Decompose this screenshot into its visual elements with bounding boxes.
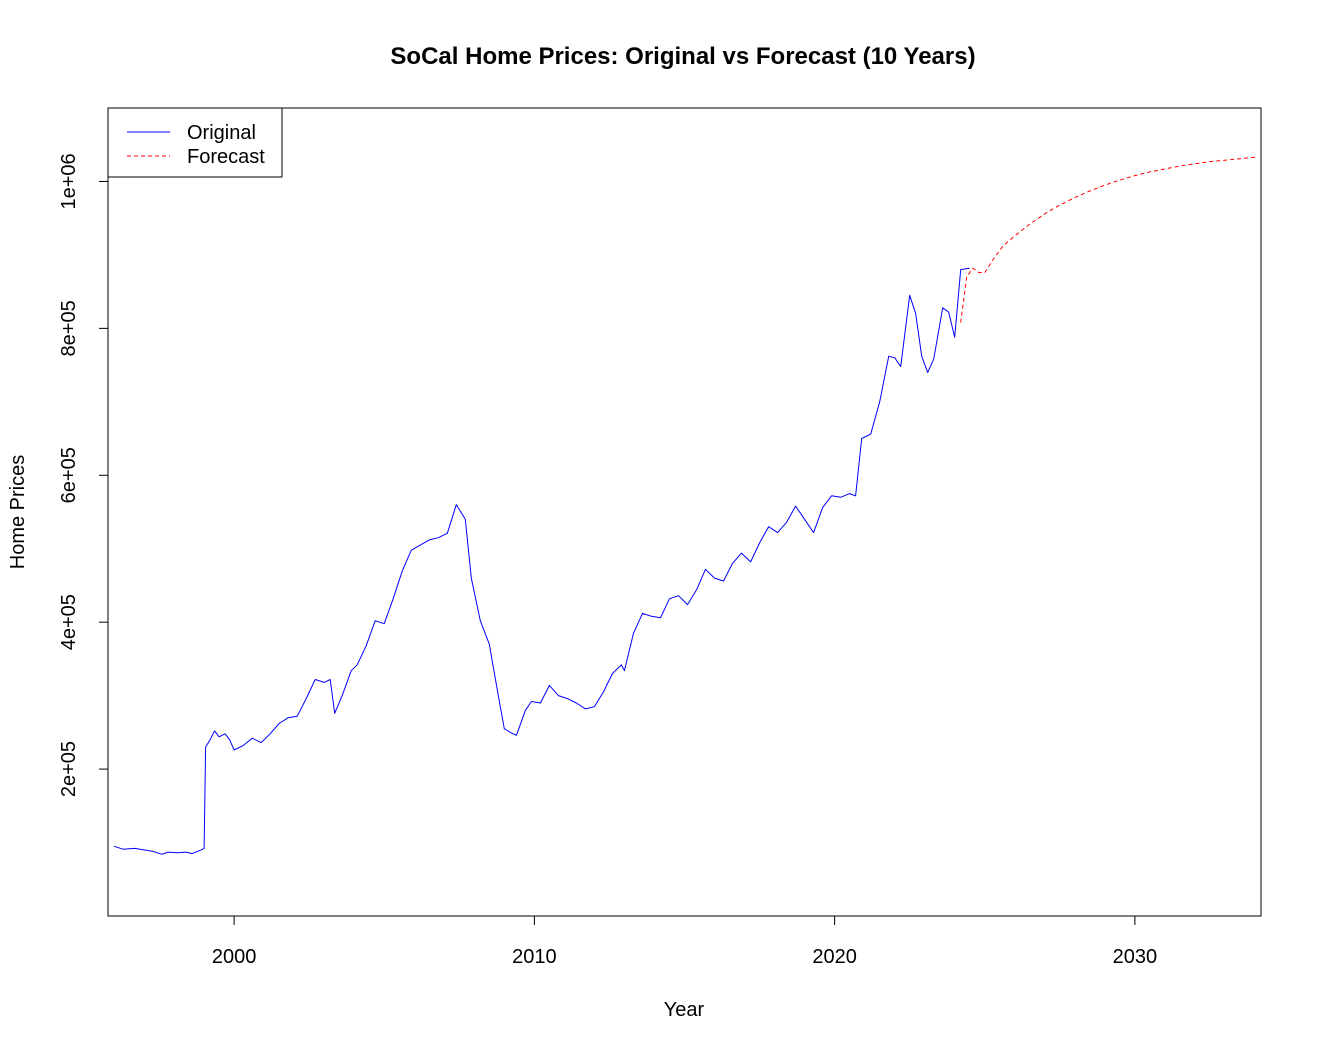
- y-tick-label: 2e+05: [58, 741, 80, 797]
- y-tick-label: 1e+06: [58, 153, 80, 209]
- x-tick-label: 2030: [1113, 946, 1158, 968]
- chart-title: SoCal Home Prices: Original vs Forecast …: [390, 43, 975, 70]
- x-tick-label: 2010: [512, 946, 557, 968]
- y-tick-label: 8e+05: [58, 300, 80, 356]
- series-line-forecast: [960, 156, 1256, 323]
- x-axis: 2000 2010 2020 2030: [212, 916, 1157, 968]
- legend-box: [107, 107, 283, 178]
- series-line-original: [113, 267, 970, 855]
- y-axis: 2e+05 4e+05 6e+05 8e+05 1e+06: [58, 153, 108, 797]
- legend-label-original: Original: [187, 122, 256, 144]
- y-axis-label: Home Prices: [7, 455, 29, 569]
- y-tick-label: 4e+05: [58, 594, 80, 650]
- x-tick-label: 2020: [812, 946, 857, 968]
- legend-label-forecast: Forecast: [187, 146, 265, 168]
- plot-area-border: [107, 107, 1262, 917]
- legend: Original Forecast: [107, 107, 283, 178]
- y-tick-label: 6e+05: [58, 447, 80, 503]
- series-layer: [113, 156, 1256, 855]
- x-axis-label: Year: [664, 999, 705, 1021]
- x-tick-label: 2000: [212, 946, 257, 968]
